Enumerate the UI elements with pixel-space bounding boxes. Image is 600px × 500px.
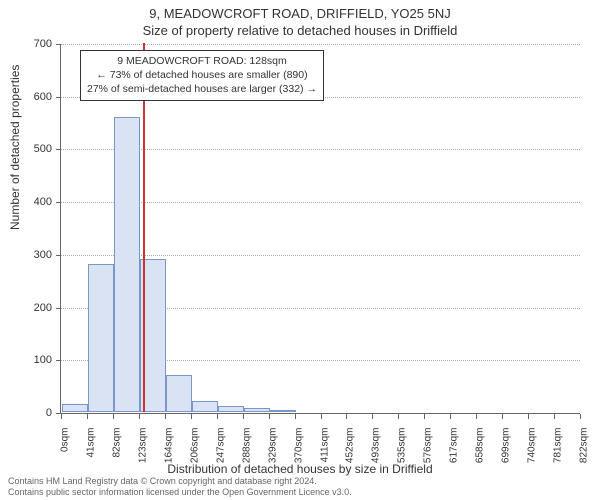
chart-container: 9, MEADOWCROFT ROAD, DRIFFIELD, YO25 5NJ… [0, 0, 600, 500]
x-tick-mark [450, 414, 451, 419]
y-tick-label: 700 [22, 38, 52, 50]
page-title: 9, MEADOWCROFT ROAD, DRIFFIELD, YO25 5NJ [0, 0, 600, 21]
x-tick-mark [61, 414, 62, 419]
x-tick-mark [398, 414, 399, 419]
histogram-bar [270, 410, 296, 412]
y-axis-label: Number of detached properties [8, 65, 22, 230]
histogram-bar [88, 264, 114, 412]
y-tick-label: 200 [22, 302, 52, 314]
y-tick-mark [56, 149, 61, 150]
x-tick-mark [243, 414, 244, 419]
x-tick-mark [295, 414, 296, 419]
y-tick-mark [56, 308, 61, 309]
y-tick-mark [56, 255, 61, 256]
y-tick-label: 600 [22, 91, 52, 103]
x-tick-mark [554, 414, 555, 419]
y-tick-mark [56, 44, 61, 45]
chart-subtitle: Size of property relative to detached ho… [0, 21, 600, 38]
y-tick-label: 400 [22, 196, 52, 208]
x-tick-mark [476, 414, 477, 419]
x-tick-mark [346, 414, 347, 419]
y-tick-label: 0 [22, 407, 52, 419]
x-tick-mark [321, 414, 322, 419]
annotation-line: 9 MEADOWCROFT ROAD: 128sqm [87, 54, 317, 68]
x-axis-label: Distribution of detached houses by size … [0, 462, 600, 476]
chart-area: 0sqm41sqm82sqm123sqm164sqm206sqm247sqm28… [60, 44, 580, 414]
x-tick-mark [87, 414, 88, 419]
footer-attribution: Contains HM Land Registry data © Crown c… [8, 476, 352, 498]
x-tick-mark [165, 414, 166, 419]
histogram-bar [192, 401, 218, 412]
x-tick-mark [502, 414, 503, 419]
x-tick-mark [139, 414, 140, 419]
y-tick-mark [56, 97, 61, 98]
histogram-bar [244, 408, 270, 412]
y-tick-label: 100 [22, 354, 52, 366]
footer-line: Contains public sector information licen… [8, 487, 352, 498]
annotation-line: ← 73% of detached houses are smaller (89… [87, 68, 317, 82]
footer-line: Contains HM Land Registry data © Crown c… [8, 476, 352, 487]
x-tick-mark [580, 414, 581, 419]
x-tick-mark [191, 414, 192, 419]
histogram-bar [62, 404, 88, 412]
histogram-bar [114, 117, 140, 412]
x-tick-mark [528, 414, 529, 419]
histogram-bar [166, 375, 192, 412]
y-tick-mark [56, 360, 61, 361]
annotation-box: 9 MEADOWCROFT ROAD: 128sqm ← 73% of deta… [80, 50, 324, 101]
y-tick-mark [56, 202, 61, 203]
x-tick-mark [424, 414, 425, 419]
y-tick-label: 500 [22, 143, 52, 155]
y-tick-label: 300 [22, 249, 52, 261]
x-tick-mark [269, 414, 270, 419]
x-tick-mark [113, 414, 114, 419]
x-tick-mark [372, 414, 373, 419]
grid-line [61, 44, 580, 45]
x-tick-mark [217, 414, 218, 419]
annotation-line: 27% of semi-detached houses are larger (… [87, 82, 317, 96]
histogram-bar [218, 406, 244, 412]
